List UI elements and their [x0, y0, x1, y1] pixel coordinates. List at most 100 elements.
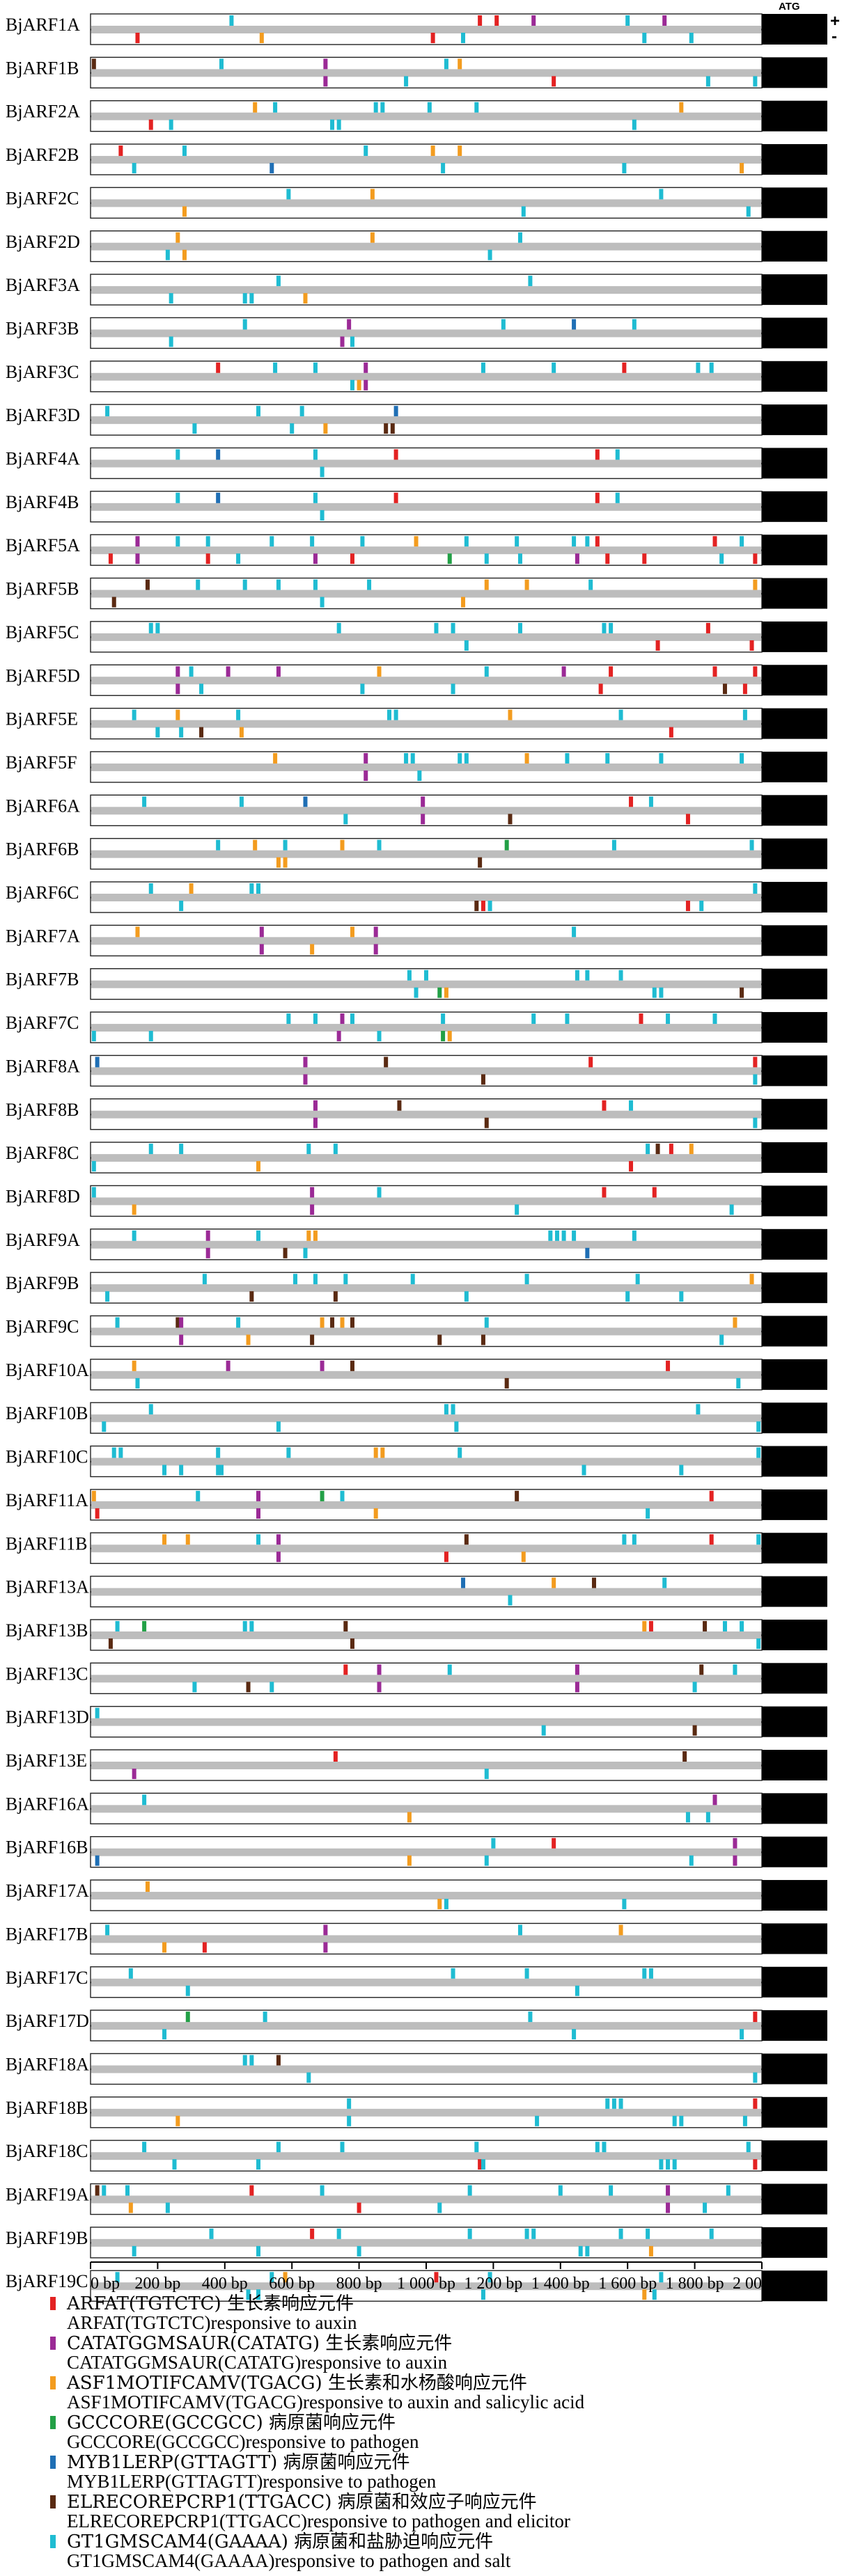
- gene-label: BjARF3C: [6, 362, 79, 382]
- element-mark-plus: [205, 1230, 210, 1241]
- element-mark-plus: [575, 1664, 579, 1675]
- element-mark-minus: [236, 553, 241, 564]
- legend-zh-label: CATATGGMSAUR(CATATG) 生长素响应元件: [67, 2333, 452, 2354]
- element-mark-minus: [699, 901, 704, 911]
- gene-row: BjARF5B: [6, 577, 827, 610]
- gene-label: BjARF9B: [6, 1273, 79, 1293]
- element-mark-plus: [162, 1534, 167, 1545]
- element-mark-minus: [357, 379, 361, 390]
- gene-label: BjARF19A: [6, 2185, 89, 2205]
- element-mark-plus: [343, 1620, 348, 1631]
- element-mark-minus: [719, 553, 724, 564]
- legend-zh-label: GT1GMSCAM4(GAAAA) 病原菌和盐胁迫响应元件: [67, 2531, 493, 2552]
- strand-divider: [91, 677, 761, 685]
- element-mark-minus: [430, 33, 435, 43]
- element-mark-plus: [414, 536, 419, 547]
- legend-zh-label: MYB1LERP(GTTAGTT) 病原菌响应元件: [67, 2452, 410, 2473]
- element-mark-minus: [313, 553, 318, 564]
- atg-box: [762, 1142, 827, 1174]
- element-mark-plus: [458, 752, 462, 764]
- element-mark-plus: [478, 15, 483, 26]
- atg-box: [762, 1923, 827, 1954]
- element-mark-plus: [464, 536, 469, 547]
- gene-label: BjARF3B: [6, 318, 79, 338]
- gene-label: BjARF6C: [6, 883, 79, 903]
- gene-label: BjARF18A: [6, 2054, 89, 2074]
- element-mark-plus: [595, 492, 600, 503]
- gene-row: BjARF16A: [6, 1792, 827, 1825]
- strand-divider: [91, 2282, 761, 2291]
- element-mark-plus: [508, 709, 513, 720]
- element-mark-minus: [276, 857, 281, 868]
- element-mark-plus: [364, 362, 368, 373]
- element-mark-plus: [182, 145, 187, 157]
- element-mark-minus: [719, 1334, 724, 1345]
- legend-en-label: GCCCORE(GCCGCC)responsive to pathogen: [67, 2431, 419, 2452]
- element-mark-plus: [276, 1534, 281, 1545]
- axis-tick-label: 800 bp: [336, 2275, 382, 2293]
- strand-divider: [91, 1675, 761, 1683]
- element-mark-minus: [246, 2289, 251, 2300]
- element-mark-plus: [216, 449, 221, 460]
- element-mark-plus: [148, 883, 153, 894]
- element-mark-minus: [521, 206, 526, 217]
- element-mark-plus: [648, 796, 653, 807]
- element-mark-minus: [753, 2159, 758, 2170]
- element-mark-minus: [347, 2115, 352, 2126]
- element-mark-plus: [360, 536, 365, 547]
- element-mark-plus: [618, 1925, 623, 1936]
- atg-box: [762, 578, 827, 609]
- element-mark-plus: [622, 1534, 627, 1545]
- green-bar-icon: [50, 2416, 56, 2429]
- element-mark-plus: [216, 839, 221, 851]
- element-mark-minus: [629, 1161, 634, 1172]
- element-mark-minus: [199, 683, 204, 695]
- element-mark-minus: [481, 1334, 485, 1345]
- gene-label: BjARF2B: [6, 145, 79, 165]
- element-mark-plus: [179, 1317, 184, 1328]
- element-mark-plus: [740, 752, 744, 764]
- element-mark-minus: [303, 1247, 308, 1258]
- element-mark-minus: [451, 683, 455, 695]
- element-mark-plus: [595, 536, 600, 547]
- element-mark-plus: [622, 362, 627, 373]
- atg-box: [762, 1359, 827, 1390]
- element-mark-plus: [517, 1925, 522, 1936]
- element-mark-minus: [179, 1334, 184, 1345]
- gene-label: BjARF13D: [6, 1707, 89, 1728]
- element-mark-plus: [313, 492, 318, 503]
- element-mark-plus: [484, 1317, 489, 1328]
- element-mark-plus: [635, 1274, 640, 1285]
- element-mark-plus: [111, 1447, 116, 1458]
- element-mark-plus: [531, 1013, 536, 1025]
- element-mark-minus: [437, 1334, 442, 1345]
- strand-divider: [91, 1024, 761, 1032]
- strand-divider: [91, 1154, 761, 1162]
- element-mark-plus: [756, 1447, 761, 1458]
- strand-divider: [91, 459, 761, 468]
- element-mark-plus: [458, 1447, 462, 1458]
- element-mark-minus: [517, 553, 522, 564]
- element-mark-minus: [685, 814, 690, 825]
- element-mark-minus: [310, 1204, 315, 1215]
- element-mark-plus: [256, 1230, 260, 1241]
- element-mark-minus: [705, 76, 710, 87]
- legend-item: ELRECOREPCRP1(TTGACC) 病原菌和效应子响应元件ELRECOR…: [50, 2492, 570, 2531]
- gene-label: BjARF8C: [6, 1143, 79, 1163]
- element-mark-minus: [441, 1031, 446, 1042]
- legend-zh-label: ASF1MOTIFCAMV(TGACG) 生长素和水杨酸响应元件: [66, 2373, 527, 2394]
- element-mark-minus: [182, 249, 187, 260]
- gene-label: BjARF16B: [6, 1838, 88, 1858]
- element-mark-plus: [595, 2142, 600, 2153]
- element-mark-plus: [615, 492, 620, 503]
- element-mark-plus: [393, 709, 398, 720]
- element-mark-plus: [753, 883, 758, 894]
- element-mark-plus: [313, 1230, 318, 1241]
- element-mark-plus: [705, 622, 710, 633]
- element-mark-plus: [552, 1577, 556, 1588]
- element-mark-minus: [441, 163, 446, 174]
- element-mark-minus: [172, 2159, 177, 2170]
- strand-divider: [91, 1762, 761, 1769]
- element-mark-plus: [467, 2228, 472, 2239]
- element-mark-minus: [581, 1464, 586, 1476]
